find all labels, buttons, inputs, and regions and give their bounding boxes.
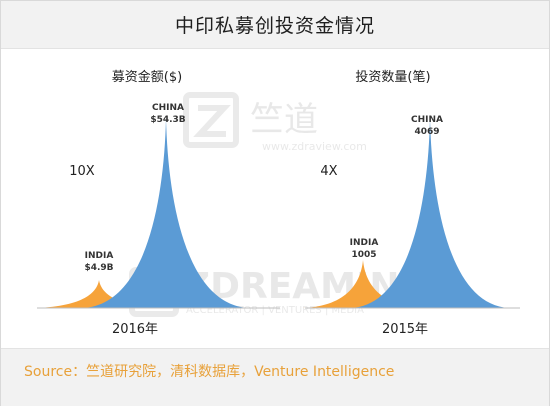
chart-left-ratio: 10X — [69, 164, 95, 179]
india-name-left: INDIA — [85, 251, 114, 261]
india-value-left: $4.9B — [84, 263, 113, 273]
china-value-left: $54.3B — [150, 115, 185, 125]
watermark-top-url: www.zdraview.com — [262, 140, 367, 153]
india-area-left — [37, 280, 161, 308]
chart-left: 募资金额($) 10X INDIA $4.9B CHINA $54.3B 201… — [37, 69, 280, 337]
chart-left-xlabel: 2016年 — [112, 322, 158, 337]
chart-right-ratio: 4X — [320, 164, 337, 179]
india-name-right: INDIA — [350, 238, 379, 248]
china-name-right: CHINA — [411, 115, 443, 125]
china-value-right: 4069 — [414, 127, 439, 137]
india-area-right — [303, 260, 423, 308]
title-bar: 中印私募创投资金情况 — [1, 1, 549, 49]
source-text: Source：竺道研究院，清科数据库，Venture Intelligence — [24, 364, 395, 380]
chart-left-title: 募资金额($) — [112, 69, 182, 85]
chart-title: 中印私募创投资金情况 — [174, 15, 375, 37]
watermark-z-icon — [193, 105, 231, 137]
china-name-left: CHINA — [152, 103, 184, 113]
watermark-top-brand: 竺道 — [250, 100, 318, 140]
china-area-left — [82, 118, 250, 308]
watermark-logo-icon — [183, 92, 239, 148]
chart-right-xlabel: 2015年 — [382, 322, 428, 337]
watermark-bottom-tagline: ACCELERATOR | VENTURES | MEDIA — [186, 305, 364, 316]
china-area-right — [350, 118, 510, 308]
chart-right-title: 投资数量(笔) — [355, 69, 430, 85]
india-value-right: 1005 — [351, 250, 376, 260]
source-footer: Source：竺道研究院，清科数据库，Venture Intelligence — [1, 348, 549, 406]
chart-right: 投资数量(笔) 4X INDIA 1005 CHINA 4069 2015年 — [303, 69, 520, 337]
